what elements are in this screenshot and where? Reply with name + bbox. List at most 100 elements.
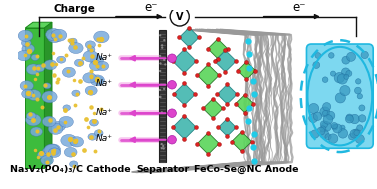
Polygon shape <box>173 49 196 73</box>
Ellipse shape <box>26 114 41 126</box>
Ellipse shape <box>42 116 56 127</box>
Polygon shape <box>25 28 44 168</box>
Circle shape <box>344 74 349 79</box>
Text: e⁻: e⁻ <box>144 1 158 14</box>
Circle shape <box>322 110 328 116</box>
Circle shape <box>328 53 334 58</box>
Text: V: V <box>176 12 184 22</box>
Circle shape <box>164 63 167 66</box>
Ellipse shape <box>90 75 104 86</box>
Circle shape <box>168 54 176 63</box>
Circle shape <box>352 129 361 137</box>
Ellipse shape <box>43 83 51 89</box>
Circle shape <box>159 89 161 91</box>
Circle shape <box>323 103 331 111</box>
Text: Separator: Separator <box>136 165 189 174</box>
Circle shape <box>159 62 162 65</box>
Circle shape <box>161 44 163 46</box>
Text: FeCo-Se@NC Anode: FeCo-Se@NC Anode <box>194 165 299 174</box>
Circle shape <box>313 112 322 120</box>
Ellipse shape <box>89 119 98 126</box>
Circle shape <box>161 143 163 145</box>
Ellipse shape <box>72 90 80 96</box>
Ellipse shape <box>44 144 60 156</box>
Ellipse shape <box>26 112 36 120</box>
Ellipse shape <box>59 116 74 127</box>
Circle shape <box>320 126 326 132</box>
Circle shape <box>346 52 356 61</box>
Ellipse shape <box>88 133 97 140</box>
Circle shape <box>162 145 164 147</box>
Circle shape <box>337 74 348 84</box>
Circle shape <box>159 96 161 98</box>
Ellipse shape <box>70 137 84 147</box>
Circle shape <box>350 114 359 124</box>
Text: Na⁺: Na⁺ <box>96 79 113 88</box>
Circle shape <box>321 122 331 132</box>
Ellipse shape <box>51 29 67 41</box>
Circle shape <box>330 71 336 76</box>
Circle shape <box>359 105 365 111</box>
Polygon shape <box>173 83 195 105</box>
Ellipse shape <box>46 29 61 41</box>
Circle shape <box>315 53 321 58</box>
Text: Na⁺: Na⁺ <box>96 53 113 62</box>
Ellipse shape <box>48 32 61 43</box>
Circle shape <box>322 77 328 82</box>
Polygon shape <box>44 22 52 168</box>
Polygon shape <box>238 62 255 79</box>
Ellipse shape <box>37 151 48 159</box>
Circle shape <box>162 147 165 150</box>
Circle shape <box>333 124 342 133</box>
Circle shape <box>325 134 331 140</box>
Circle shape <box>161 46 163 49</box>
Circle shape <box>320 121 328 128</box>
Ellipse shape <box>94 31 109 43</box>
Ellipse shape <box>63 105 70 111</box>
Circle shape <box>163 88 165 90</box>
Circle shape <box>355 135 364 143</box>
Polygon shape <box>236 95 253 113</box>
Circle shape <box>354 130 360 136</box>
Circle shape <box>345 115 354 123</box>
Circle shape <box>338 129 348 138</box>
Circle shape <box>361 51 368 59</box>
Circle shape <box>357 94 363 99</box>
Ellipse shape <box>85 86 97 95</box>
Circle shape <box>163 59 166 61</box>
FancyBboxPatch shape <box>307 44 373 148</box>
Circle shape <box>346 70 352 77</box>
Ellipse shape <box>48 148 61 157</box>
Polygon shape <box>179 28 199 47</box>
Ellipse shape <box>62 67 75 77</box>
Circle shape <box>354 87 361 94</box>
Text: Na₃V₂(PO₄)₃/C Cathode: Na₃V₂(PO₄)₃/C Cathode <box>10 165 130 174</box>
Polygon shape <box>173 116 196 139</box>
Circle shape <box>356 79 361 84</box>
Circle shape <box>320 107 330 117</box>
Ellipse shape <box>42 91 57 103</box>
Circle shape <box>357 125 363 131</box>
Circle shape <box>159 55 161 57</box>
Ellipse shape <box>22 44 35 54</box>
Circle shape <box>163 39 166 41</box>
Circle shape <box>340 85 350 96</box>
Ellipse shape <box>85 41 95 49</box>
Ellipse shape <box>17 50 31 61</box>
Polygon shape <box>232 132 251 151</box>
Ellipse shape <box>83 73 97 83</box>
Ellipse shape <box>70 139 78 145</box>
Ellipse shape <box>41 156 54 165</box>
Circle shape <box>335 93 345 103</box>
Polygon shape <box>218 119 236 136</box>
Circle shape <box>342 68 350 76</box>
Ellipse shape <box>83 51 98 62</box>
Circle shape <box>313 62 320 68</box>
Circle shape <box>161 147 163 149</box>
Text: Na⁺: Na⁺ <box>96 134 113 143</box>
Ellipse shape <box>69 43 83 53</box>
Ellipse shape <box>90 55 103 65</box>
Ellipse shape <box>61 134 77 146</box>
Ellipse shape <box>26 64 40 75</box>
Circle shape <box>350 129 359 138</box>
